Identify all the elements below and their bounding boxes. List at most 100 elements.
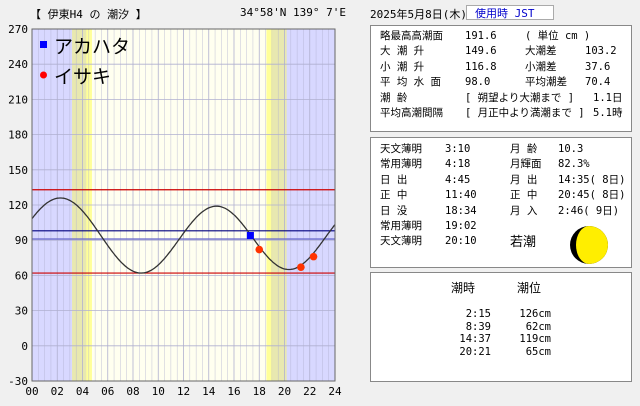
tide-curve	[31, 197, 336, 274]
moon-label: 月 入	[510, 204, 538, 217]
moon-label: 正 中	[510, 189, 538, 202]
astro-row: 正 中 11:40 正 中 20:45( 8日)	[371, 188, 631, 203]
astro-label: 常用薄明	[380, 219, 422, 232]
summary-value: 149.6	[465, 45, 497, 58]
tide-level: 119cm	[519, 333, 551, 345]
summary-row: 大 潮 升 149.6 大潮差 103.2	[371, 44, 631, 59]
moon-value: 10.3	[558, 143, 584, 155]
tide-time: 2:15	[465, 308, 491, 320]
summary-value2: 5.1時	[593, 106, 623, 119]
tide-time: 8:39	[465, 320, 491, 333]
summary-value: 191.6	[465, 30, 497, 42]
x-tick-label: 00	[25, 385, 38, 398]
y-tick-label: 240	[8, 58, 28, 71]
y-tick-label: 60	[15, 269, 28, 282]
summary-label2: ( 単位 cm )	[525, 30, 591, 42]
astro-row: 常用薄明 19:02	[371, 219, 631, 234]
summary-label2: 大潮差	[525, 45, 557, 58]
x-tick-label: 06	[101, 385, 114, 398]
tide-time-header: 潮時	[451, 281, 476, 295]
astro-value: 4:18	[445, 158, 471, 171]
x-tick-label: 08	[126, 385, 139, 398]
summary-row: 略最高高潮面 191.6 ( 単位 cm )	[371, 29, 631, 44]
summary-value2: 1.1日	[593, 91, 623, 104]
summary-row: 平 均 水 面 98.0 平均潮差 70.4	[371, 75, 631, 90]
summary-value2: 37.6	[585, 60, 611, 73]
x-tick-label: 22	[303, 385, 316, 398]
y-tick-label: 30	[15, 305, 28, 318]
astro-value: 11:40	[445, 189, 477, 202]
astro-label: 天文薄明	[380, 235, 422, 248]
summary-value2: 70.4	[585, 76, 611, 89]
legend-label: アカハタ	[54, 36, 130, 58]
summary-row: 小 潮 升 116.8 小潮差 37.6	[371, 60, 631, 75]
tide-level: 126cm	[519, 308, 551, 320]
astro-label: 常用薄明	[380, 158, 422, 171]
summary-note: [ 月正中より満潮まで ]	[465, 106, 585, 119]
tide-summary-panel: 略最高高潮面 191.6 ( 単位 cm ) 大 潮 升 149.6 大潮差 103.2 小 …	[370, 25, 632, 132]
chart-date: 2025年5月8日(木)	[370, 8, 467, 21]
tide-time: 14:37	[459, 333, 491, 345]
tide-level: 62cm	[525, 320, 551, 333]
y-tick-label: 180	[8, 129, 28, 142]
tide-chart: -30 0 30 60 90 120 150 180 210 240 270 00 02 04 06 08 10…	[8, 23, 342, 398]
x-tick-label: 18	[253, 385, 266, 398]
chart-header: 【 伊東H4 の 潮汐 】 34°58'N 139° 7'E 2025年5月8日…	[30, 6, 467, 22]
summary-note: [ 朔望より大潮まで ]	[465, 91, 575, 104]
astro-value: 4:45	[445, 173, 471, 186]
legend-marker-circle	[40, 71, 47, 79]
astro-row: 天文薄明 20:10	[371, 234, 631, 249]
timezone-label: 使用時 JST	[466, 5, 554, 20]
astro-value: 18:34	[445, 204, 477, 217]
y-tick-label: 120	[8, 199, 28, 212]
y-tick-label: 150	[8, 164, 28, 177]
x-tick-label: 20	[278, 385, 291, 398]
summary-label: 大 潮 升	[380, 45, 425, 58]
moon-value: 20:45( 8日)	[558, 189, 626, 202]
summary-label: 略最高高潮面	[380, 30, 443, 42]
moon-label: 月輝面	[510, 158, 542, 171]
astro-row: 日 没 18:34 月 入 2:46( 9日)	[371, 204, 631, 219]
station-coordinates: 34°58'N 139° 7'E	[240, 6, 346, 19]
y-tick-label: 210	[8, 93, 28, 106]
marker-isaki	[255, 245, 264, 254]
astronomy-panel: 天文薄明 3:10 月 齢 10.3 常用薄明 4:18 月輝面 82.3% 日 出 4:45 月 …	[370, 137, 632, 268]
station-title: 【 伊東H4 の 潮汐 】	[30, 8, 147, 21]
summary-label: 平 均 水 面	[380, 76, 441, 89]
summary-label: 平均高潮間隔	[380, 106, 443, 119]
tide-level: 65cm	[525, 345, 551, 358]
moon-label: 月 出	[510, 173, 538, 186]
x-tick-label: 14	[202, 385, 216, 398]
marker-akahata	[246, 232, 254, 240]
astro-label: 日 出	[380, 173, 408, 186]
plot-frame	[31, 28, 336, 382]
moon-label: 月 齢	[510, 143, 538, 155]
summary-value: 98.0	[465, 76, 491, 89]
y-tick-label: 90	[15, 234, 28, 247]
summary-label: 小 潮 升	[380, 60, 425, 73]
y-tick-label: 0	[21, 340, 28, 353]
x-tick-label: 16	[227, 385, 240, 398]
tide-level-header: 潮位	[517, 281, 542, 295]
astro-row: 日 出 4:45 月 出 14:35( 8日)	[371, 173, 631, 188]
astro-value: 3:10	[445, 143, 471, 155]
y-tick-label: -30	[8, 375, 28, 388]
astro-value: 19:02	[445, 219, 477, 232]
summary-value2: 103.2	[585, 45, 617, 58]
summary-value: 116.8	[465, 60, 497, 73]
summary-label2: 小潮差	[525, 60, 557, 73]
marker-isaki	[297, 263, 305, 271]
legend-label: イサキ	[54, 66, 111, 88]
moon-value: 2:46( 9日)	[558, 204, 620, 217]
summary-row: 潮 齢 [ 朔望より大潮まで ] 1.1日	[371, 91, 631, 106]
astro-row: 常用薄明 4:18 月輝面 82.3%	[371, 157, 631, 172]
x-tick-label: 04	[76, 385, 90, 398]
x-tick-label: 10	[152, 385, 165, 398]
x-tick-label: 12	[177, 385, 190, 398]
x-tick-label: 02	[51, 385, 64, 398]
astro-label: 日 没	[380, 204, 408, 217]
legend-marker-square	[40, 41, 47, 48]
astro-value: 20:10	[445, 235, 477, 248]
astro-label: 天文薄明	[380, 143, 422, 155]
y-tick-label: 270	[8, 23, 28, 36]
